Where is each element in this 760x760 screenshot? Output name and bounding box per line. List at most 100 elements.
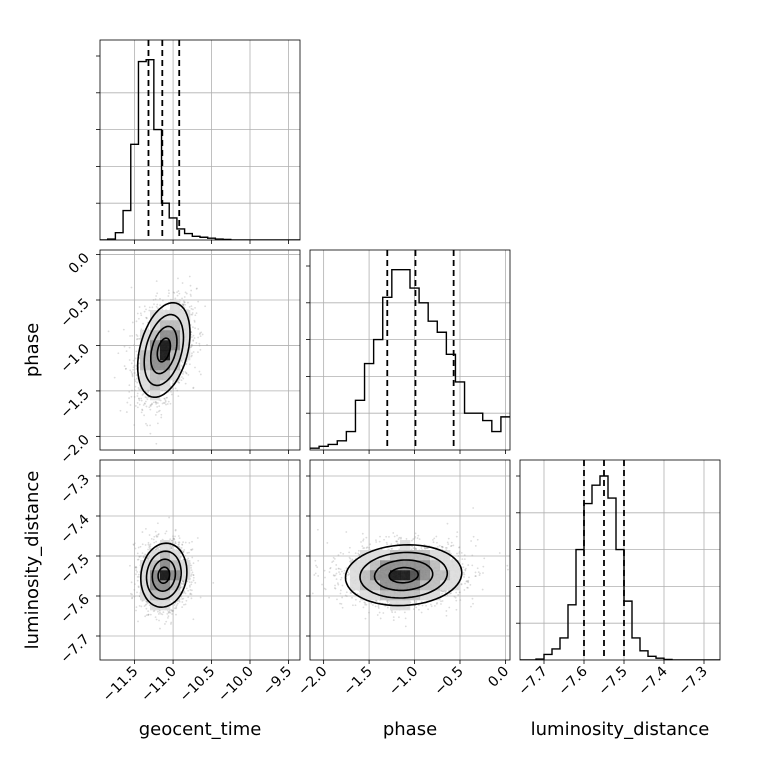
scatter-point (348, 573, 351, 575)
scatter-point (181, 586, 183, 588)
scatter-point (187, 589, 190, 592)
scatter-point (135, 368, 138, 371)
density-cell (170, 300, 181, 311)
scatter-point (147, 541, 150, 544)
scatter-point (425, 604, 427, 607)
scatter-point (166, 396, 168, 399)
scatter-point (143, 556, 145, 559)
scatter-point (182, 580, 185, 583)
scatter-point (181, 361, 184, 364)
scatter-point (192, 339, 195, 341)
y-tick-label-phase: 0.0 (66, 250, 93, 277)
scatter-point (166, 612, 169, 615)
scatter-point (178, 537, 181, 540)
scatter-point (199, 335, 202, 338)
density-cell (150, 350, 161, 361)
density-cell (170, 330, 181, 341)
scatter-point (192, 340, 195, 342)
scatter-point (390, 609, 393, 612)
scatter-point (129, 369, 132, 372)
panel-frame (99, 39, 301, 241)
scatter-point (182, 303, 184, 306)
scatter-point (190, 331, 193, 334)
scatter-point (182, 300, 185, 303)
density-cell (170, 340, 181, 351)
scatter-point (147, 390, 150, 393)
scatter-point (134, 566, 137, 569)
scatter-point (194, 314, 197, 317)
scatter-point (155, 401, 158, 404)
scatter-point (192, 576, 195, 579)
scatter-point (174, 387, 177, 390)
scatter-point (414, 532, 417, 535)
scatter-point (138, 397, 140, 400)
scatter-point (131, 375, 134, 378)
scatter-point (190, 336, 193, 338)
scatter-point (161, 613, 164, 616)
scatter-point (176, 389, 179, 392)
scatter-point (181, 579, 184, 582)
scatter-point (145, 600, 148, 603)
scatter-point (396, 542, 399, 545)
scatter-point (182, 373, 184, 375)
scatter-point (201, 333, 204, 336)
scatter-point (136, 312, 139, 315)
scatter-point (188, 581, 191, 583)
scatter-point (400, 536, 402, 539)
scatter-point (136, 335, 139, 337)
scatter-point (171, 541, 174, 544)
scatter-point (357, 549, 360, 552)
scatter-point (151, 403, 153, 406)
scatter-point (136, 392, 139, 395)
scatter-point (173, 537, 175, 540)
scatter-point (175, 605, 178, 608)
scatter-point (190, 583, 193, 586)
scatter-point (148, 546, 151, 548)
scatter-point (182, 550, 185, 553)
scatter-point (137, 546, 140, 549)
contour-2-sigma (139, 542, 188, 609)
scatter-point (141, 531, 144, 533)
scatter-point (170, 547, 173, 550)
scatter-point (178, 546, 181, 549)
scatter-point (153, 541, 156, 544)
scatter-point (149, 408, 152, 411)
scatter-point (147, 610, 150, 613)
scatter-point (188, 363, 191, 366)
scatter-point (197, 559, 200, 562)
scatter-point (144, 400, 147, 403)
scatter-point (315, 564, 317, 567)
scatter-point (185, 587, 188, 590)
scatter-point (141, 543, 144, 546)
scatter-point (182, 580, 184, 583)
scatter-point (113, 376, 116, 379)
scatter-point (149, 543, 152, 546)
scatter-point (379, 617, 382, 620)
scatter-point (135, 609, 137, 612)
scatter-point (128, 359, 131, 361)
scatter-point (145, 316, 148, 319)
density-cell (160, 360, 171, 371)
scatter-point (133, 371, 136, 374)
scatter-point (183, 301, 186, 304)
scatter-point (328, 571, 331, 573)
scatter-point (141, 409, 144, 412)
scatter-point (177, 543, 180, 546)
scatter-point (148, 306, 151, 309)
scatter-point (172, 535, 174, 538)
scatter-point (173, 604, 176, 606)
scatter-point (156, 303, 159, 306)
scatter-point (174, 297, 177, 300)
scatter-point (135, 338, 138, 341)
scatter-point (181, 544, 184, 546)
scatter-point (135, 333, 138, 336)
scatter-point (170, 547, 172, 549)
scatter-point (148, 557, 150, 560)
scatter-point (190, 581, 193, 584)
scatter-point (185, 372, 188, 375)
scatter-point (142, 555, 145, 558)
scatter-point (189, 284, 192, 287)
density-cell (180, 350, 191, 361)
scatter-point (144, 402, 146, 405)
scatter-point (183, 590, 186, 593)
